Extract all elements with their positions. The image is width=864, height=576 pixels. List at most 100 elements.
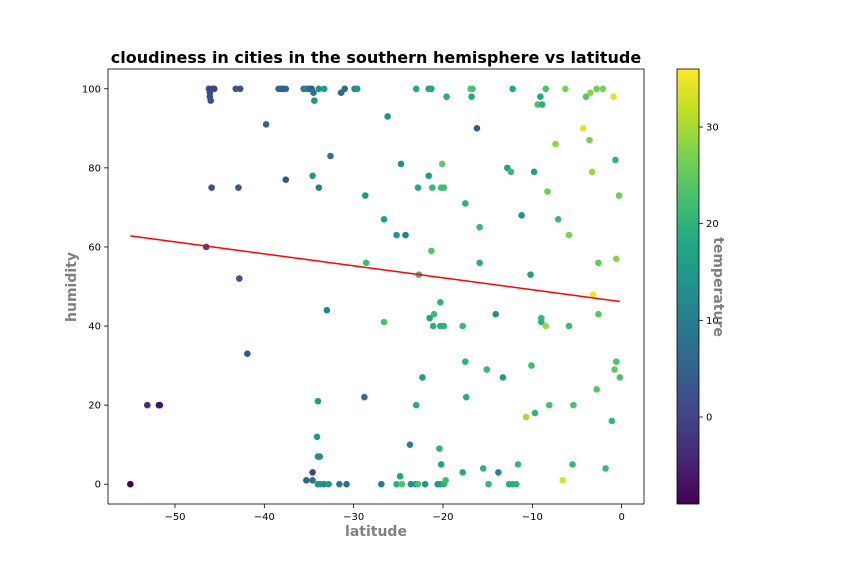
scatter-point — [380, 215, 388, 223]
scatter-point — [613, 358, 620, 365]
scatter-point — [310, 89, 317, 97]
scatter-point — [462, 358, 469, 365]
scatter-point — [421, 480, 429, 488]
scatter-point — [313, 433, 321, 441]
x-tick-label: −50 — [164, 512, 185, 523]
scatter-point — [595, 259, 602, 267]
scatter-point — [425, 172, 433, 180]
y-tick-label: 100 — [82, 84, 101, 95]
scatter-point — [588, 168, 596, 176]
scatter-point — [608, 417, 616, 425]
scatter-point — [303, 476, 310, 484]
scatter-point — [323, 306, 331, 314]
scatter-point — [384, 113, 391, 120]
scatter-point — [428, 184, 436, 191]
scatter-point — [479, 465, 487, 472]
scatter-point — [402, 231, 409, 239]
scatter-point — [565, 322, 573, 330]
colorbar-label: temperature — [710, 237, 726, 337]
colorbar-ticks: 0 10 20 30 — [699, 123, 719, 424]
scatter-point — [320, 85, 328, 93]
scatter-point — [440, 184, 448, 191]
colorbar-gradient — [676, 68, 700, 505]
x-axis-ticks: −50 −40 −30 −20 −10 0 — [164, 504, 625, 523]
scatter-point — [282, 176, 290, 184]
scatter-point — [316, 453, 324, 460]
scatter-point — [311, 97, 318, 104]
scatter-point — [309, 476, 316, 484]
x-tick-label: −10 — [522, 512, 543, 523]
scatter-point — [419, 374, 426, 381]
scatter-point — [282, 85, 290, 93]
scatter-point — [211, 85, 218, 93]
scatter-point — [518, 212, 525, 219]
scatter-point — [442, 476, 449, 484]
plot-frame — [107, 68, 645, 505]
scatter-point — [459, 322, 466, 330]
plot-background — [108, 69, 644, 504]
y-axis-ticks: 0 20 40 60 80 100 — [82, 84, 108, 491]
scatter-point — [538, 101, 546, 108]
scatter-point — [398, 480, 406, 488]
scatter-point — [436, 445, 443, 452]
scatter-point — [426, 314, 433, 322]
scatter-point — [235, 184, 242, 191]
y-tick-label: 80 — [88, 163, 101, 174]
scatter-point — [393, 231, 400, 239]
scatter-point — [236, 85, 244, 93]
scatter-point — [437, 461, 445, 468]
scatter-point — [514, 461, 522, 468]
chart-title: cloudiness in cities in the southern hem… — [111, 48, 642, 67]
y-tick-label: 40 — [88, 322, 101, 333]
scatter-point — [569, 461, 576, 468]
scatter-point — [362, 259, 370, 267]
scatter-point — [396, 473, 404, 480]
scatter-point — [509, 85, 516, 93]
y-tick-label: 0 — [95, 480, 101, 491]
scatter-point — [473, 125, 481, 132]
scatter-point — [361, 393, 368, 401]
scatter-point — [570, 401, 577, 409]
scatter-point — [546, 401, 553, 409]
scatter-point — [309, 172, 316, 180]
scatter-point — [440, 322, 448, 330]
scatter-points — [127, 85, 624, 488]
colorbar-tick-label: 0 — [706, 413, 712, 424]
scatter-point — [485, 480, 492, 488]
scatter-point — [314, 397, 322, 405]
scatter-point — [380, 318, 388, 326]
colorbar-tick-label: 10 — [706, 316, 719, 327]
scatter-point — [155, 401, 163, 409]
scatter-point — [459, 469, 466, 476]
scatter-point — [582, 93, 590, 100]
scatter-point — [587, 89, 594, 97]
scatter-point — [327, 152, 334, 160]
scatter-point — [611, 366, 618, 373]
scatter-point — [336, 480, 343, 488]
scatter-point — [469, 85, 476, 93]
scatter-point — [512, 480, 520, 488]
scatter-point — [412, 85, 420, 93]
scatter-point — [542, 85, 550, 93]
scatter-point — [579, 125, 587, 132]
scatter-point — [412, 401, 420, 409]
scatter-point — [586, 136, 593, 144]
scatter-point — [127, 480, 134, 488]
scatter-point — [378, 480, 385, 488]
scatter-point — [595, 310, 602, 318]
scatter-point — [476, 223, 483, 231]
scatter-point — [462, 393, 470, 401]
scatter-point — [610, 93, 617, 100]
scatter-point — [616, 374, 624, 381]
scatter-point — [613, 255, 620, 263]
scatter-point — [492, 310, 500, 318]
scatter-point — [554, 215, 562, 223]
colorbar-tick-label: 20 — [706, 219, 719, 230]
scatter-point — [325, 480, 332, 488]
scatter-point — [144, 401, 151, 409]
x-tick-label: −40 — [254, 512, 275, 523]
scatter-point — [207, 97, 215, 104]
scatter-point — [612, 156, 619, 164]
scatter-point — [244, 350, 251, 358]
